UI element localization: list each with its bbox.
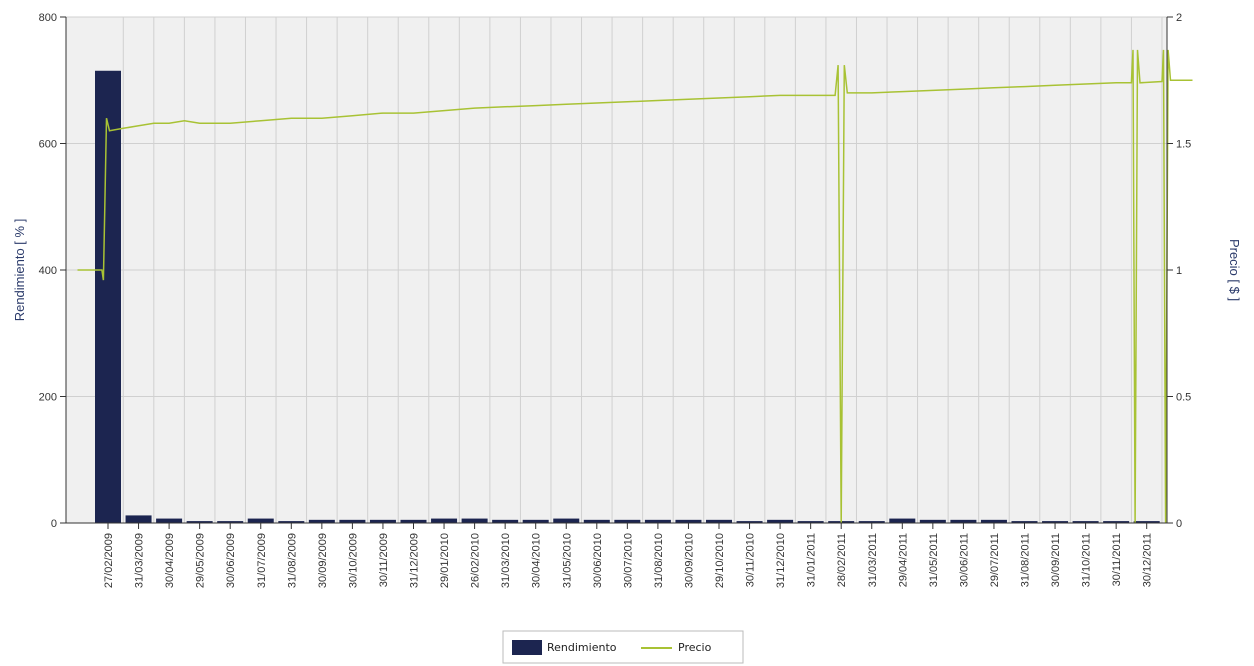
x-tick-label: 30/11/2009	[378, 533, 390, 587]
bar-29/05/2009	[186, 521, 213, 523]
bar-31/08/2009	[278, 521, 305, 523]
y-tick-label-right: 1	[1176, 265, 1182, 277]
y-axis-title-left: Rendimiento [ % ]	[12, 219, 27, 322]
bar-30/04/2010	[522, 519, 549, 523]
bar-31/05/2011	[919, 519, 946, 523]
bar-30/06/2011	[950, 519, 977, 523]
x-tick-label: 31/03/2011	[867, 533, 879, 587]
bar-26/02/2010	[461, 518, 488, 523]
x-tick-label: 31/10/2011	[1081, 533, 1093, 587]
bar-29/07/2011	[980, 519, 1007, 523]
bar-30/09/2011	[1042, 521, 1069, 523]
legend-label-rendimiento: Rendimiento	[547, 641, 617, 654]
x-tick-labels: 27/02/2009 31/03/2009 30/04/2009 29/05/2009…	[103, 523, 1154, 588]
bar-30/11/2011	[1103, 521, 1130, 523]
bar-30/11/2009	[369, 519, 396, 523]
x-tick-label: 30/10/2009	[347, 533, 359, 588]
bar-31/03/2009	[125, 515, 152, 523]
bar-31/03/2010	[492, 519, 519, 523]
x-tick-label: 31/12/2009	[409, 533, 421, 588]
bar-29/04/2011	[889, 518, 916, 523]
x-tick-label: 28/02/2011	[836, 533, 848, 587]
bar-30/04/2009	[156, 518, 183, 523]
legend-label-precio: Precio	[678, 641, 712, 654]
x-tick-label: 31/07/2009	[256, 533, 268, 588]
bar-31/05/2010	[553, 518, 580, 523]
y-tick-label-left: 400	[39, 265, 57, 277]
x-tick-label: 31/12/2010	[775, 533, 787, 588]
bar-30/06/2009	[217, 521, 244, 523]
x-tick-label: 29/07/2011	[989, 533, 1001, 587]
x-tick-label: 30/11/2011	[1111, 533, 1123, 586]
x-tick-label: 31/08/2010	[653, 533, 665, 588]
bar-27/02/2009	[95, 70, 121, 523]
x-tick-label: 30/11/2010	[745, 533, 757, 587]
bar-31/08/2010	[644, 519, 671, 523]
x-tick-label: 31/01/2011	[806, 533, 818, 587]
bar-30/07/2010	[614, 519, 641, 523]
x-tick-label: 30/07/2010	[622, 533, 634, 588]
bar-31/03/2011	[858, 521, 885, 523]
x-tick-label: 31/03/2009	[134, 533, 146, 588]
x-tick-label: 30/09/2011	[1050, 533, 1062, 587]
bar-31/01/2011	[797, 521, 824, 523]
grid	[66, 16, 1167, 524]
precio-line	[77, 49, 1193, 524]
x-tick-label: 31/03/2010	[500, 533, 512, 588]
bar-31/07/2009	[247, 518, 274, 523]
x-tick-label: 30/04/2009	[164, 533, 176, 588]
bar-30/10/2009	[339, 519, 366, 523]
x-tick-label: 31/08/2011	[1020, 533, 1032, 587]
x-tick-label: 30/09/2009	[317, 533, 329, 588]
x-tick-label: 30/06/2010	[592, 533, 604, 588]
x-tick-label: 31/05/2011	[928, 533, 940, 587]
bar-29/01/2010	[431, 518, 458, 523]
rendimiento-bars	[95, 70, 1160, 523]
x-tick-label: 30/09/2010	[683, 533, 695, 588]
x-tick-label: 30/06/2009	[225, 533, 237, 588]
y-tick-labels: 0 200 400 600 800 0 0.5 1 1.5 2	[39, 12, 1192, 530]
bar-30/06/2010	[583, 519, 610, 523]
bar-29/10/2010	[706, 519, 732, 523]
y-tick-label-left: 600	[39, 139, 57, 151]
bar-31/10/2011	[1072, 521, 1099, 523]
y-tick-label-left: 200	[39, 392, 57, 404]
y-tick-label-left: 0	[51, 518, 57, 530]
y-tick-label-right: 0	[1176, 518, 1182, 530]
x-tick-label: 27/02/2009	[103, 533, 115, 588]
bar-30/09/2010	[675, 519, 702, 523]
x-tick-label: 29/01/2010	[439, 533, 451, 588]
y-tick-label-right: 1.5	[1176, 139, 1191, 151]
x-tick-label: 31/08/2009	[286, 533, 298, 588]
legend-box	[502, 630, 744, 664]
bar-30/09/2009	[308, 519, 335, 523]
bar-30/11/2010	[736, 521, 763, 523]
y-tick-label-right: 2	[1176, 12, 1182, 24]
y-axis-title-right: Precio [ $ ]	[1227, 239, 1242, 301]
x-tick-label: 30/12/2011	[1142, 533, 1154, 587]
legend: Rendimiento Precio	[502, 630, 744, 664]
x-tick-label: 29/10/2010	[714, 533, 726, 588]
precio-line-group	[77, 49, 1193, 524]
y-tick-label-left: 800	[39, 12, 57, 24]
bar-31/12/2010	[767, 519, 794, 523]
bar-30/12/2011	[1133, 521, 1160, 523]
x-tick-label: 29/04/2011	[897, 533, 909, 587]
x-tick-label: 26/02/2010	[470, 533, 482, 588]
bar-31/12/2009	[400, 519, 427, 523]
y-tick-label-right: 0.5	[1176, 392, 1191, 404]
x-tick-label: 29/05/2009	[195, 533, 207, 588]
bar-31/08/2011	[1011, 521, 1038, 523]
legend-swatch-rendimiento	[512, 640, 542, 655]
x-tick-label: 31/05/2010	[561, 533, 573, 588]
x-tick-label: 30/06/2011	[958, 533, 970, 587]
x-tick-label: 30/04/2010	[531, 533, 543, 588]
